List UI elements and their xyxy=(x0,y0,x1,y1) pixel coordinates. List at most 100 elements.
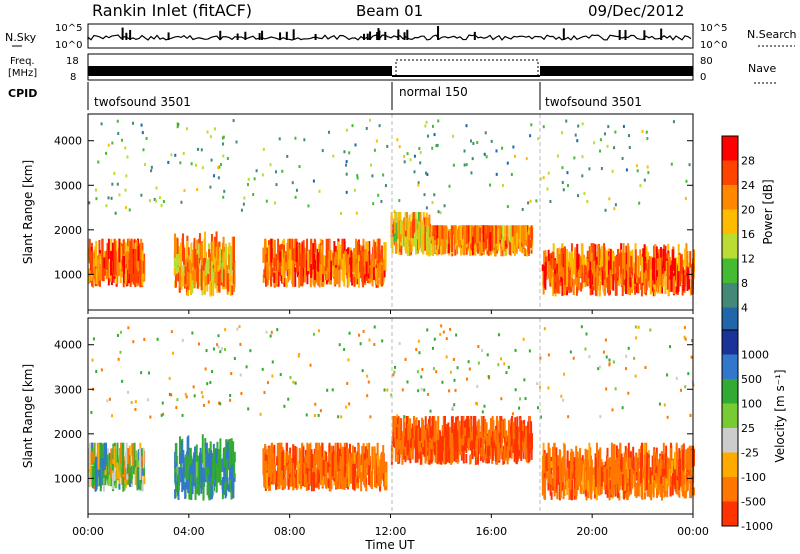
data-cell xyxy=(330,445,333,473)
data-cell xyxy=(523,225,526,245)
data-cell xyxy=(202,258,205,271)
data-cell xyxy=(593,261,596,287)
data-cell xyxy=(345,405,348,409)
data-cell xyxy=(206,484,209,496)
data-cell xyxy=(339,211,342,215)
data-cell xyxy=(359,471,362,483)
data-cell xyxy=(523,437,526,449)
data-cell xyxy=(486,353,489,357)
data-cell xyxy=(378,238,381,262)
data-cell xyxy=(568,460,571,470)
data-cell xyxy=(277,271,280,287)
data-cell xyxy=(580,460,583,471)
data-cell xyxy=(358,453,361,474)
data-cell xyxy=(142,148,145,152)
data-cell xyxy=(113,467,116,481)
data-cell xyxy=(582,260,585,273)
data-cell xyxy=(586,272,589,282)
data-cell xyxy=(478,239,481,249)
data-cell xyxy=(353,253,356,272)
data-cell xyxy=(334,442,337,464)
data-cell xyxy=(141,479,144,492)
data-cell xyxy=(526,249,529,257)
colorbar-tick-label: -500 xyxy=(741,496,766,509)
data-cell xyxy=(604,466,607,485)
data-cell xyxy=(193,394,196,398)
data-cell xyxy=(469,454,472,464)
data-cell xyxy=(482,439,485,460)
data-cell xyxy=(646,137,649,141)
data-cell xyxy=(477,345,480,349)
data-cell xyxy=(416,370,419,374)
data-cell xyxy=(599,138,602,142)
data-cell xyxy=(196,147,199,151)
data-cell xyxy=(432,367,435,371)
data-cell xyxy=(581,155,584,159)
data-cell xyxy=(544,477,547,500)
data-cell xyxy=(394,212,397,234)
data-cell xyxy=(161,401,164,405)
data-cell xyxy=(531,433,534,450)
data-cell xyxy=(547,386,550,390)
data-cell xyxy=(631,249,634,268)
data-cell xyxy=(273,462,276,483)
data-cell xyxy=(225,243,228,260)
data-cell xyxy=(612,360,615,364)
data-cell xyxy=(661,274,664,288)
data-cell xyxy=(506,446,509,465)
data-cell xyxy=(399,440,402,455)
data-cell xyxy=(672,249,675,271)
data-cell xyxy=(554,260,557,269)
data-cell xyxy=(347,254,350,275)
data-cell xyxy=(471,225,474,243)
data-cell xyxy=(483,431,486,441)
data-cell xyxy=(621,406,624,410)
data-cell xyxy=(674,482,677,490)
data-cell xyxy=(360,255,363,279)
data-cell xyxy=(359,342,362,346)
data-cell xyxy=(633,356,636,360)
data-cell xyxy=(111,182,114,186)
data-cell xyxy=(312,255,315,268)
data-cell xyxy=(553,481,556,497)
data-cell xyxy=(360,465,363,473)
data-cell xyxy=(266,381,269,385)
data-cell xyxy=(475,435,478,457)
data-cell xyxy=(216,343,219,347)
data-cell xyxy=(593,141,596,145)
data-cell xyxy=(182,450,185,475)
colorbar-segment xyxy=(722,501,738,527)
data-cell xyxy=(488,225,491,239)
data-cell xyxy=(476,225,479,244)
data-cell xyxy=(512,145,515,149)
data-cell xyxy=(600,167,603,171)
data-cell xyxy=(350,257,353,283)
data-cell xyxy=(156,337,159,341)
data-cell xyxy=(359,260,362,273)
data-cell xyxy=(689,251,692,268)
data-cell xyxy=(88,238,91,264)
data-cell xyxy=(188,485,191,500)
data-cell xyxy=(580,259,583,279)
data-cell xyxy=(418,229,421,250)
data-cell xyxy=(98,239,101,260)
data-cell xyxy=(405,416,408,444)
data-cell xyxy=(368,442,371,466)
data-cell xyxy=(456,236,459,245)
data-cell xyxy=(222,195,225,199)
data-cell xyxy=(637,471,640,496)
data-cell xyxy=(346,467,349,478)
data-cell xyxy=(210,158,213,162)
data-cell xyxy=(451,225,454,253)
data-cell xyxy=(543,250,546,268)
data-cell xyxy=(201,166,204,170)
data-cell xyxy=(341,238,344,261)
data-cell xyxy=(420,375,423,379)
data-cell xyxy=(491,442,494,461)
data-cell xyxy=(484,454,487,464)
data-cell xyxy=(640,458,643,483)
data-cell xyxy=(494,429,497,444)
data-cell xyxy=(364,460,367,488)
data-cell xyxy=(348,269,351,278)
